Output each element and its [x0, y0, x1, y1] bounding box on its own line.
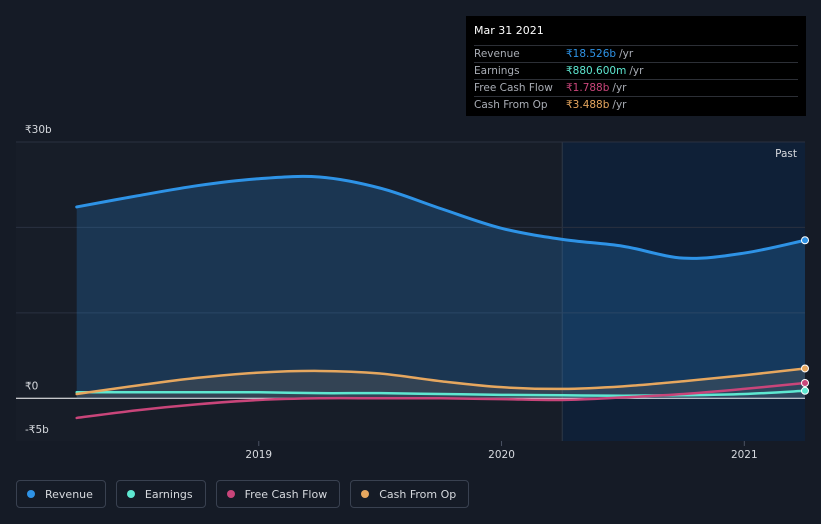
endpoint-free-cash-flow — [801, 378, 809, 387]
series-areas — [76, 176, 805, 399]
tooltip-value: ₹1.788b — [566, 82, 610, 94]
tooltip-label: Earnings — [474, 65, 520, 77]
x-axis-labels: 2019 2020 2021 — [245, 441, 758, 461]
tooltip-unit: /yr — [612, 82, 627, 94]
legend-label: Cash From Op — [379, 487, 457, 501]
legend: Revenue Earnings Free Cash Flow Cash Fro… — [16, 480, 470, 508]
legend-item-free-cash-flow[interactable]: Free Cash Flow — [215, 480, 341, 508]
tooltip-label: Cash From Op — [474, 99, 548, 111]
legend-item-cash-from-op[interactable]: Cash From Op — [350, 480, 470, 508]
legend-item-earnings[interactable]: Earnings — [115, 480, 206, 508]
endpoint-cash-from-op — [801, 364, 809, 373]
line-revenue — [75, 174, 807, 260]
legend-label: Free Cash Flow — [244, 487, 328, 501]
y-tick-label: -₹5b — [25, 424, 49, 436]
x-tick-label: 2019 — [245, 449, 272, 461]
legend-dot-icon — [126, 490, 135, 498]
tooltip-date: Mar 31 2021 — [474, 24, 544, 37]
line-cash-from-op — [75, 367, 807, 396]
endpoint-revenue — [801, 236, 809, 245]
tooltip-unit: /yr — [629, 65, 644, 77]
tooltip-label: Revenue — [474, 48, 520, 60]
tooltip-value: ₹18.526b — [566, 48, 617, 60]
tooltip-row-earnings: Earnings ₹880.600m /yr — [474, 62, 798, 79]
legend-label: Revenue — [45, 487, 93, 501]
legend-label: Earnings — [144, 487, 193, 501]
line-earnings — [75, 389, 807, 397]
line-free-cash-flow — [75, 381, 807, 420]
y-tick-label: ₹0 — [25, 380, 38, 392]
chart: ₹30b ₹0 -₹5b 2019 2020 2021 Past — [16, 124, 809, 461]
tooltip-label: Free Cash Flow — [474, 82, 553, 94]
series-endpoints — [801, 236, 809, 395]
x-tick-label: 2020 — [488, 449, 515, 461]
area-revenue — [76, 176, 805, 399]
endpoint-earnings — [801, 386, 809, 395]
tooltip-row-revenue: Revenue ₹18.526b /yr — [474, 45, 798, 62]
legend-item-revenue[interactable]: Revenue — [16, 480, 106, 508]
tooltip-unit: /yr — [612, 99, 627, 111]
past-label: Past — [775, 148, 797, 160]
past-region — [562, 142, 805, 441]
tooltip-unit: /yr — [619, 48, 634, 60]
y-axis-labels: ₹30b ₹0 -₹5b — [25, 124, 52, 436]
legend-dot-icon — [226, 490, 235, 498]
legend-dot-icon — [361, 490, 370, 498]
x-tick-label: 2021 — [731, 449, 758, 461]
series-lines — [75, 174, 807, 420]
tooltip-value: ₹3.488b — [566, 99, 610, 111]
area-cash-from-op — [76, 368, 805, 399]
y-tick-label: ₹30b — [25, 124, 52, 136]
tooltip: Mar 31 2021 Revenue ₹18.526b /yr Earning… — [466, 16, 806, 116]
tooltip-row-cash-from-op: Cash From Op ₹3.488b /yr — [474, 96, 798, 113]
legend-dot-icon — [27, 490, 35, 498]
tooltip-row-free-cash-flow: Free Cash Flow ₹1.788b /yr — [474, 79, 798, 96]
tooltip-value: ₹880.600m — [566, 65, 627, 77]
